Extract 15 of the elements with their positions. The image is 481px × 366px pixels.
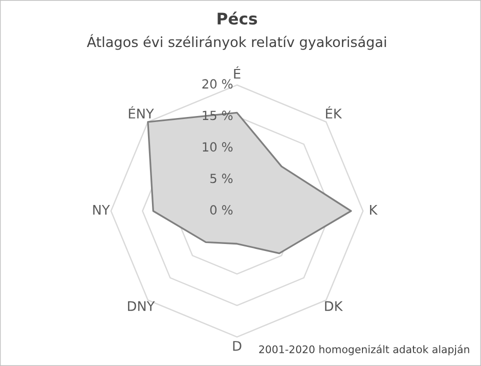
y-tick-label: 0 % xyxy=(210,205,233,215)
spoke-label: K xyxy=(370,205,378,215)
y-tick-label: 10 % xyxy=(202,142,233,152)
spoke-label: NY xyxy=(93,205,110,215)
chart-subtitle: Átlagos évi szélirányok relatív gyakoriságai xyxy=(86,34,386,50)
spoke-label: É xyxy=(234,66,240,79)
y-tick-label: 5 % xyxy=(210,174,233,184)
spoke-label: D xyxy=(233,341,242,351)
spoke-label: DNY xyxy=(128,301,155,311)
spoke-label: DK xyxy=(325,301,343,311)
chart-title: Pécs xyxy=(218,12,257,25)
y-tick-label: 20 % xyxy=(202,79,233,89)
spoke-label: ÉK xyxy=(326,106,342,118)
spoke-label: ÉNY xyxy=(128,106,154,118)
text: 2001-2020 homogenizált adatok alapján xyxy=(259,344,470,356)
